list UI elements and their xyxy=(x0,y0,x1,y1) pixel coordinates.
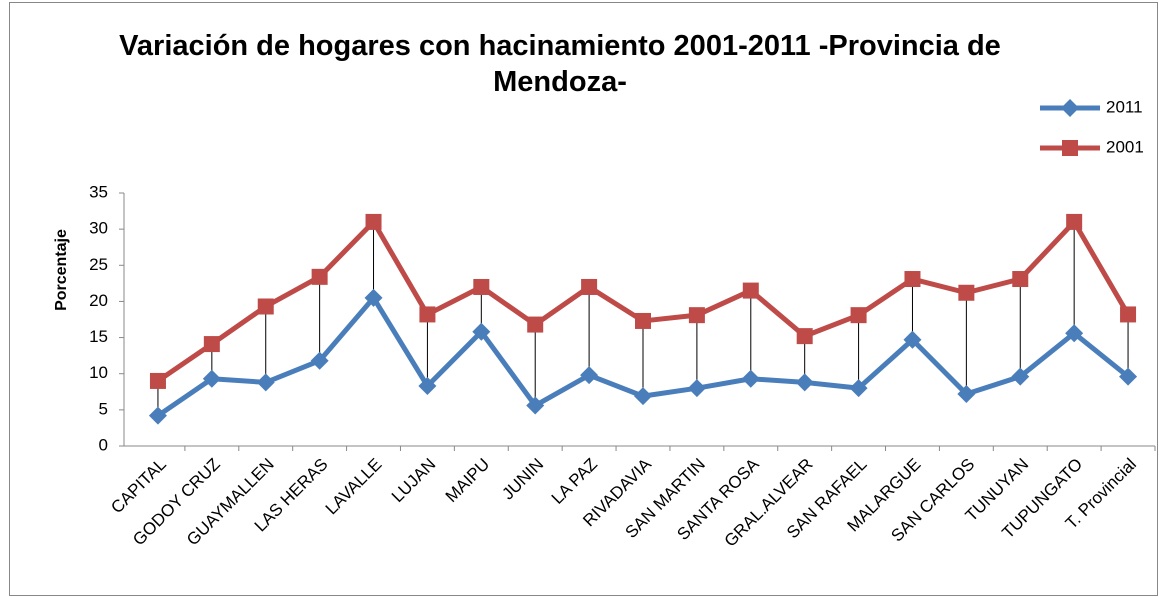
point xyxy=(687,379,706,398)
legend-label: 2011 xyxy=(1106,97,1143,116)
x-tick-label: LAVALLE xyxy=(322,455,386,519)
point xyxy=(1062,140,1078,156)
y-tick-label: 15 xyxy=(89,327,108,346)
x-tick-label: LUJAN xyxy=(388,455,440,507)
point xyxy=(419,306,436,323)
point xyxy=(472,322,491,341)
point xyxy=(364,288,383,307)
point xyxy=(311,268,328,285)
point xyxy=(580,366,599,385)
point xyxy=(1011,367,1030,386)
point xyxy=(473,278,490,295)
point xyxy=(418,377,437,396)
point xyxy=(796,328,813,345)
point xyxy=(256,373,275,392)
point xyxy=(849,379,868,398)
point xyxy=(850,307,867,324)
chart-title: Variación de hogares con hacinamiento 20… xyxy=(119,30,1001,98)
point xyxy=(149,372,166,389)
x-tick-label: LA PAZ xyxy=(548,455,601,508)
point xyxy=(795,373,814,392)
x-tick-label: JUNIN xyxy=(498,455,547,504)
point xyxy=(741,369,760,388)
chart-border xyxy=(9,2,1158,596)
point xyxy=(1120,306,1137,323)
point xyxy=(635,312,651,329)
y-tick-label: 5 xyxy=(99,399,108,418)
point xyxy=(526,396,545,415)
point xyxy=(1065,324,1084,343)
point xyxy=(1119,367,1138,386)
point xyxy=(527,316,544,333)
y-tick-label: 0 xyxy=(99,435,108,454)
point xyxy=(202,369,221,388)
point xyxy=(1012,271,1029,288)
point xyxy=(203,336,220,353)
point xyxy=(581,278,598,295)
point xyxy=(742,282,759,299)
y-tick-label: 10 xyxy=(89,363,108,382)
point xyxy=(310,351,329,370)
point xyxy=(1061,99,1079,117)
point xyxy=(688,307,705,324)
point xyxy=(1066,213,1083,230)
y-tick-label: 20 xyxy=(89,291,108,310)
y-axis-label: Porcentaje xyxy=(53,229,70,311)
y-tick-label: 35 xyxy=(89,182,108,201)
x-tick-label: MAIPU xyxy=(442,455,494,507)
point xyxy=(904,271,921,288)
point xyxy=(957,384,976,403)
legend-label: 2001 xyxy=(1106,137,1144,156)
y-tick-label: 25 xyxy=(89,255,108,274)
point xyxy=(257,298,274,315)
point xyxy=(958,284,975,301)
y-tick-label: 30 xyxy=(89,219,108,238)
point xyxy=(634,387,652,406)
point xyxy=(903,330,922,349)
point xyxy=(148,406,167,425)
point xyxy=(365,213,382,230)
